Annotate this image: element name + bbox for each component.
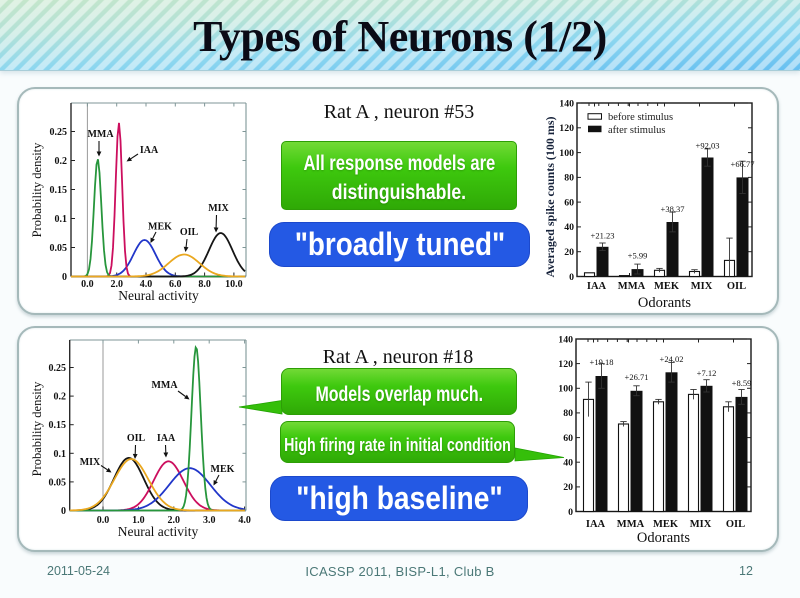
svg-text:100: 100: [559, 148, 574, 159]
svg-text:0.2: 0.2: [54, 392, 67, 403]
svg-text:+38.37: +38.37: [661, 204, 685, 214]
svg-text:OIL: OIL: [726, 519, 745, 530]
svg-text:Neural activity: Neural activity: [118, 288, 199, 303]
svg-text:20: 20: [563, 482, 573, 493]
svg-text:8.0: 8.0: [198, 279, 211, 290]
svg-text:0.0: 0.0: [81, 279, 94, 290]
svg-text:Odorants: Odorants: [638, 295, 692, 311]
svg-text:MIX: MIX: [208, 203, 229, 214]
svg-text:+19.18: +19.18: [590, 357, 614, 367]
svg-text:OIL: OIL: [180, 227, 199, 238]
svg-text:0: 0: [62, 272, 67, 283]
svg-text:0: 0: [569, 272, 574, 283]
svg-text:100: 100: [558, 384, 573, 395]
svg-text:0.1: 0.1: [55, 214, 68, 225]
svg-text:Odorants: Odorants: [637, 530, 691, 546]
svg-text:0.2: 0.2: [55, 156, 68, 167]
svg-text:Probability density: Probability density: [30, 142, 44, 238]
svg-text:OIL: OIL: [127, 433, 146, 444]
svg-text:+7.12: +7.12: [697, 368, 717, 378]
svg-text:before stimulus: before stimulus: [608, 112, 673, 123]
svg-text:+21.23: +21.23: [591, 231, 615, 241]
svg-text:40: 40: [563, 458, 573, 469]
svg-text:0.0: 0.0: [97, 515, 110, 526]
svg-text:IAA: IAA: [586, 519, 606, 530]
svg-text:MIX: MIX: [691, 281, 713, 292]
svg-text:MMA: MMA: [618, 281, 646, 292]
svg-text:OIL: OIL: [727, 281, 746, 292]
svg-text:3.0: 3.0: [203, 515, 216, 526]
svg-text:Probability density: Probability density: [30, 381, 44, 477]
svg-text:Averaged spike counts (100 ms): Averaged spike counts (100 ms): [545, 116, 557, 277]
svg-text:+26.71: +26.71: [625, 372, 649, 382]
svg-text:40: 40: [564, 222, 574, 233]
svg-text:140: 140: [558, 334, 573, 345]
svg-text:120: 120: [559, 123, 574, 134]
svg-text:140: 140: [559, 98, 574, 109]
svg-text:0.05: 0.05: [50, 243, 68, 254]
svg-text:MIX: MIX: [690, 519, 712, 530]
svg-text:MEK: MEK: [211, 464, 235, 475]
svg-text:MEK: MEK: [653, 519, 679, 530]
svg-text:1.0: 1.0: [132, 515, 145, 526]
svg-text:+92.03: +92.03: [696, 141, 720, 151]
svg-text:60: 60: [564, 197, 574, 208]
svg-text:0.15: 0.15: [49, 420, 67, 431]
svg-text:60: 60: [563, 433, 573, 444]
svg-text:10.0: 10.0: [225, 279, 243, 290]
svg-text:0.1: 0.1: [54, 449, 67, 460]
svg-text:MMA: MMA: [151, 380, 178, 391]
svg-text:20: 20: [564, 247, 574, 258]
svg-text:0.25: 0.25: [50, 127, 68, 138]
svg-text:+8.59: +8.59: [732, 378, 752, 388]
svg-text:+5.99: +5.99: [628, 251, 648, 261]
svg-text:Neural activity: Neural activity: [118, 524, 199, 539]
svg-text:0.25: 0.25: [49, 363, 67, 374]
svg-text:0: 0: [61, 506, 66, 517]
svg-text:120: 120: [558, 359, 573, 370]
svg-text:IAA: IAA: [140, 145, 159, 156]
svg-text:MMA: MMA: [617, 519, 645, 530]
svg-text:MEK: MEK: [148, 222, 172, 233]
svg-text:4.0: 4.0: [140, 279, 153, 290]
svg-text:+66.77: +66.77: [731, 159, 755, 169]
svg-text:MIX: MIX: [80, 457, 101, 468]
svg-text:MMA: MMA: [87, 129, 114, 140]
svg-text:+24.02: +24.02: [660, 354, 684, 364]
svg-text:0: 0: [568, 507, 573, 518]
svg-text:6.0: 6.0: [169, 279, 182, 290]
svg-text:80: 80: [563, 408, 573, 419]
svg-text:0.15: 0.15: [50, 185, 68, 196]
svg-text:MEK: MEK: [654, 281, 680, 292]
svg-text:80: 80: [564, 173, 574, 184]
svg-text:2.0: 2.0: [168, 515, 181, 526]
svg-text:after stimulus: after stimulus: [608, 125, 665, 136]
svg-text:4.0: 4.0: [238, 515, 251, 526]
svg-text:2.0: 2.0: [110, 279, 123, 290]
svg-text:0.05: 0.05: [49, 477, 67, 488]
svg-text:IAA: IAA: [587, 281, 607, 292]
svg-text:IAA: IAA: [157, 433, 176, 444]
